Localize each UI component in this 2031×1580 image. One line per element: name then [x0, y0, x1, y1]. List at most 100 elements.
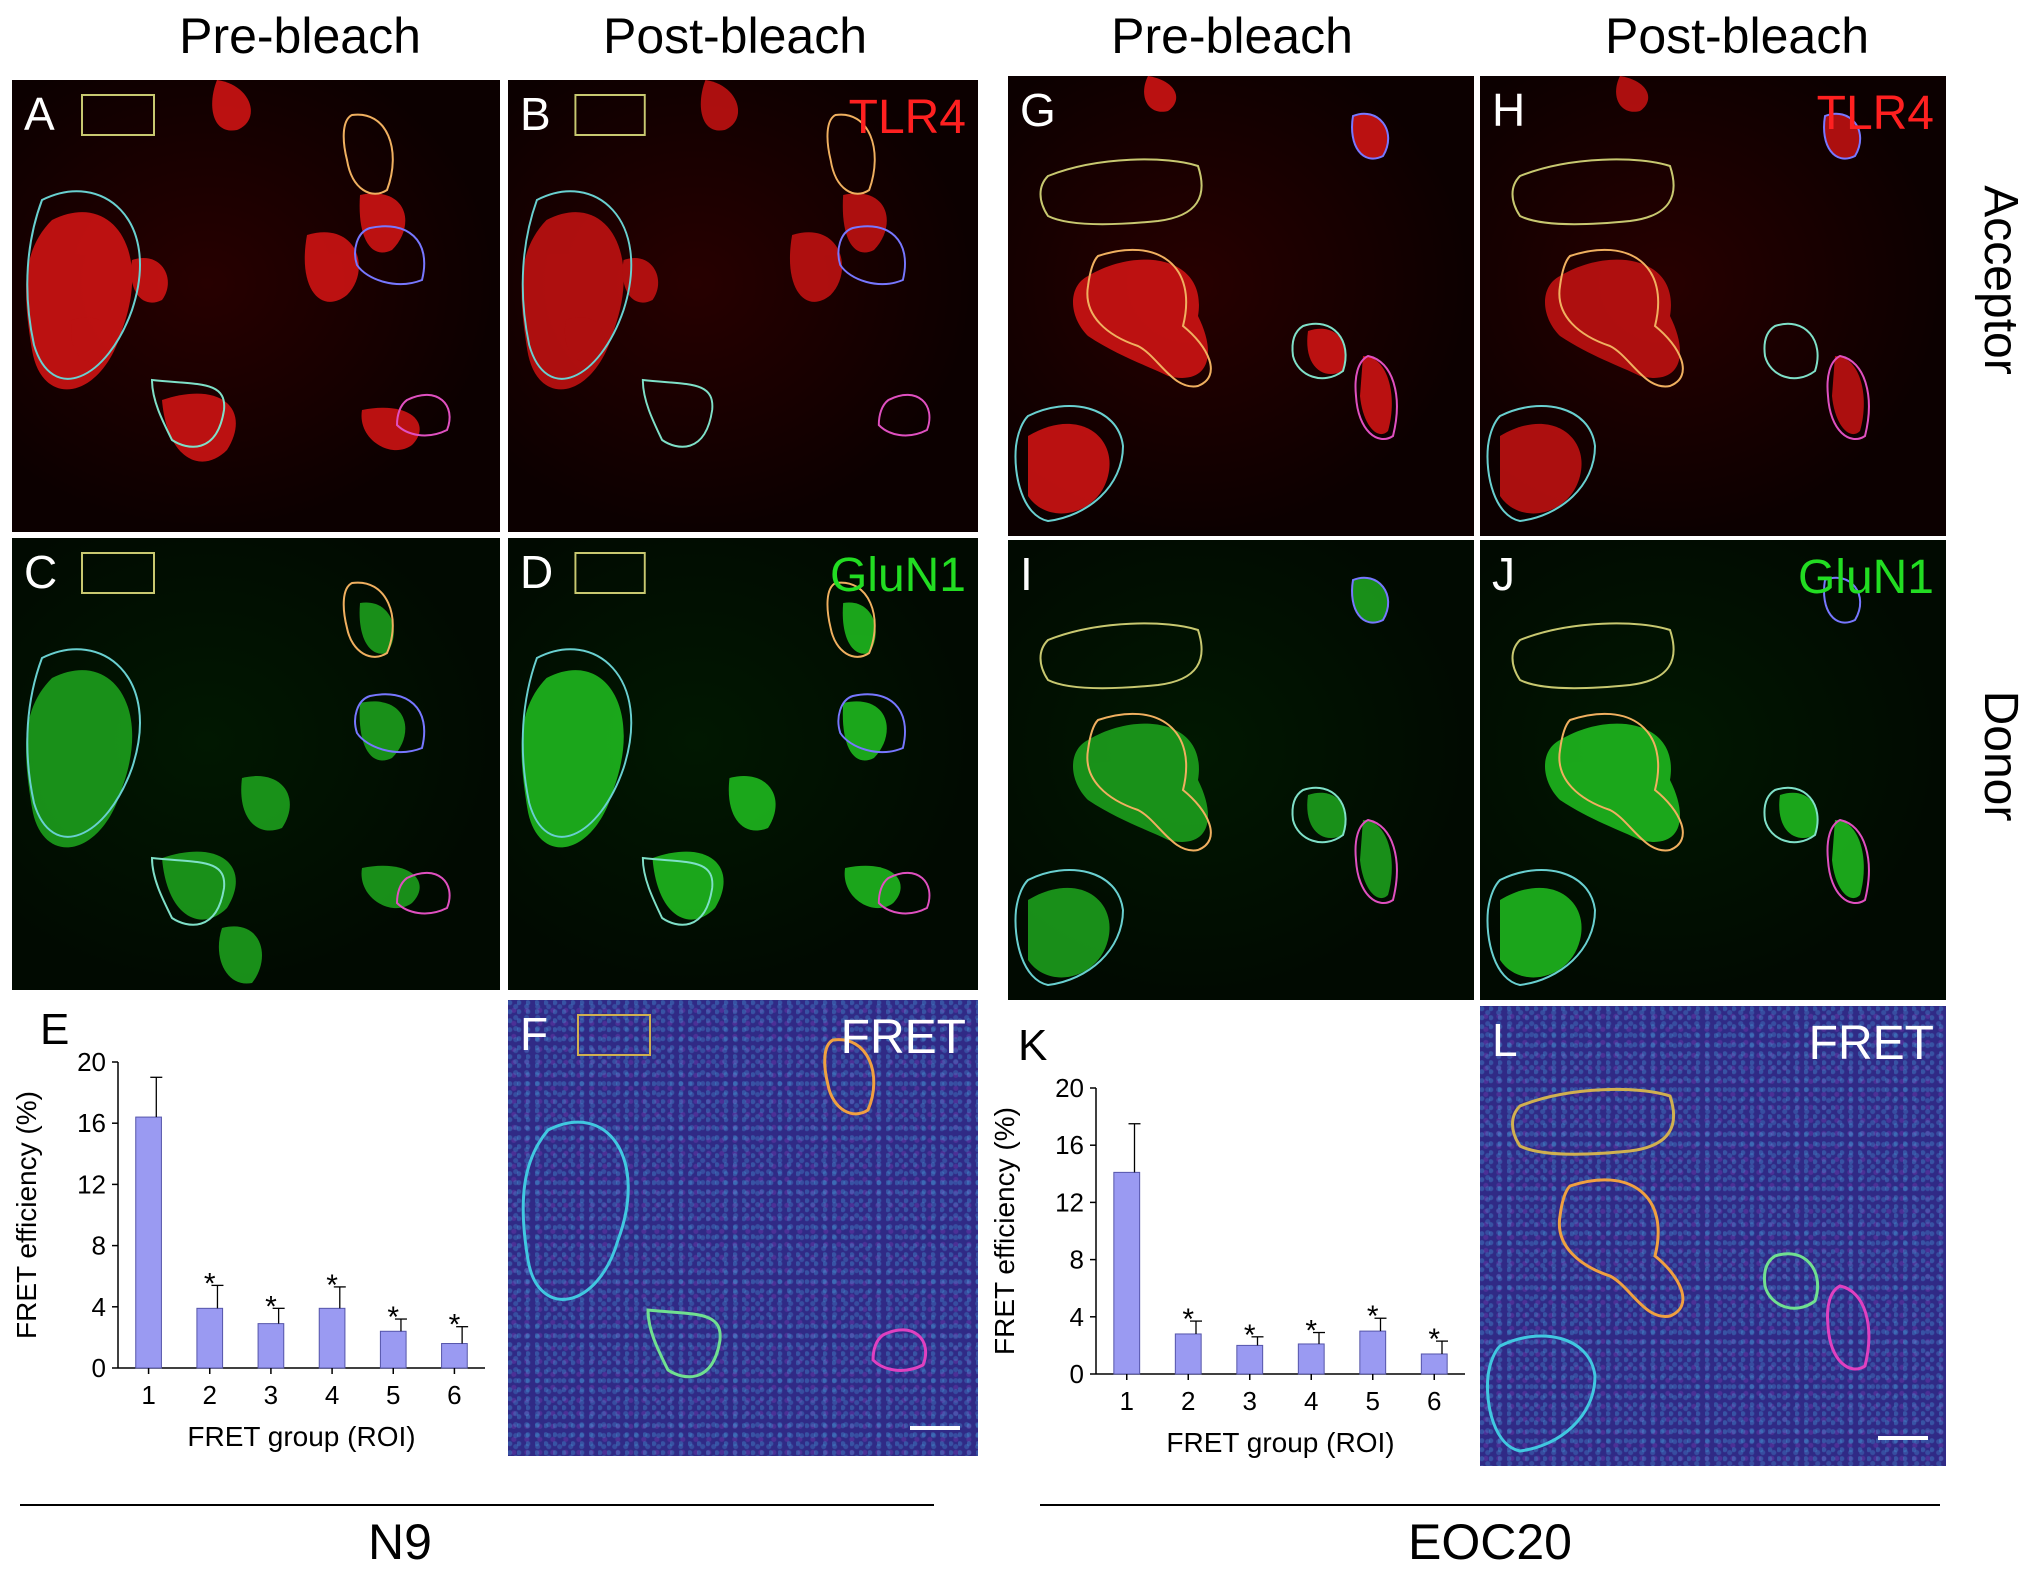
y-tick-label: 8 [1070, 1245, 1084, 1275]
significance-marker: * [326, 1269, 338, 1302]
panel-b-acceptor-post-bleach: B TLR4 [508, 80, 978, 532]
channel-tag-tlr4: TLR4 [848, 91, 966, 144]
row-label-donor: Donor [1974, 690, 2027, 822]
tlr4-micrograph [1480, 76, 1946, 536]
panel-letter-a: A [24, 88, 55, 140]
scale-bar [1878, 1436, 1928, 1440]
y-tick-label: 12 [77, 1169, 106, 1199]
glun1-micrograph [1480, 540, 1946, 1000]
y-tick-label: 4 [1070, 1302, 1084, 1332]
x-axis-title: FRET group (ROI) [1166, 1427, 1394, 1458]
panel-c-donor-pre-bleach: C [12, 538, 500, 990]
bar [1420, 1353, 1448, 1375]
chart-e-fret-efficiency-n9: E 0 4 8 12 16 20 1 * 2 * 3 * 4 * 5 * 6 FRET group (ROI) FRE… [11, 1005, 485, 1452]
scale-bar [910, 1426, 960, 1430]
bar [379, 1330, 407, 1369]
y-tick-label: 16 [77, 1108, 106, 1138]
group-line-n9 [20, 1504, 934, 1506]
y-tick-label: 12 [1055, 1187, 1084, 1217]
significance-marker: * [387, 1301, 399, 1334]
panel-h-acceptor-post-bleach: H TLR4 [1480, 76, 1946, 536]
y-tick-label: 20 [77, 1047, 106, 1077]
x-tick-label: 3 [264, 1380, 278, 1410]
panel-letter-i: I [1020, 548, 1033, 600]
panel-g-acceptor-pre-bleach: G [1008, 76, 1474, 536]
x-tick-label: 4 [325, 1380, 339, 1410]
bar [441, 1343, 468, 1369]
fret-map [1480, 1006, 1946, 1466]
panel-l-fret: L FRET [1480, 1006, 1946, 1466]
panel-letter: K [1018, 1021, 1047, 1070]
column-title-pre-bleach-n9: Pre-bleach [179, 8, 421, 64]
chart-k-fret-efficiency-eoc20: K 0 4 8 12 16 20 1 * 2 * 3 * 4 * 5 * 6 FRET group (ROI) FRE… [990, 1021, 1465, 1458]
significance-marker: * [1428, 1323, 1440, 1356]
tlr4-micrograph [508, 80, 978, 532]
significance-marker: * [449, 1309, 461, 1342]
x-tick-label: 3 [1243, 1386, 1257, 1416]
panel-a-acceptor-pre-bleach: A [12, 80, 500, 532]
significance-marker: * [1244, 1319, 1256, 1352]
x-tick-label: 4 [1304, 1386, 1318, 1416]
panel-letter-c: C [24, 546, 58, 598]
x-tick-label: 5 [386, 1380, 400, 1410]
tlr4-micrograph [1008, 76, 1474, 536]
x-tick-label: 5 [1366, 1386, 1380, 1416]
glun1-micrograph [12, 538, 500, 990]
significance-marker: * [265, 1290, 277, 1323]
x-tick-label: 1 [141, 1380, 155, 1410]
tlr4-micrograph [12, 80, 500, 532]
glun1-micrograph [508, 538, 978, 990]
row-label-acceptor: Acceptor [1974, 185, 2027, 375]
x-tick-label: 1 [1120, 1386, 1134, 1416]
panel-letter-b: B [520, 88, 551, 140]
y-axis-title: FRET efficiency (%) [990, 1107, 1020, 1355]
y-tick-label: 0 [92, 1353, 106, 1383]
column-title-post-bleach-n9: Post-bleach [602, 8, 868, 64]
y-tick-label: 16 [1055, 1130, 1084, 1160]
panel-letter-d: D [520, 546, 554, 598]
bar [135, 1116, 162, 1369]
bar [196, 1307, 224, 1369]
x-tick-label: 2 [1181, 1386, 1195, 1416]
bar [1174, 1333, 1202, 1375]
column-title-pre-bleach-eoc20: Pre-bleach [1111, 8, 1353, 64]
y-tick-label: 4 [92, 1292, 106, 1322]
panel-letter-f: F [520, 1008, 549, 1060]
significance-marker: * [1367, 1300, 1379, 1333]
channel-tag-fret: FRET [1808, 1017, 1934, 1070]
bar [1113, 1171, 1141, 1375]
panel-j-donor-post-bleach: J GluN1 [1480, 540, 1946, 1000]
y-tick-label: 0 [1070, 1359, 1084, 1389]
panel-f-fret: F FRET [508, 1000, 978, 1456]
bar [1359, 1330, 1387, 1375]
panel-letter: E [40, 1005, 69, 1054]
y-axis-title: FRET efficiency (%) [11, 1091, 42, 1339]
x-tick-label: 6 [447, 1380, 461, 1410]
glun1-micrograph [1008, 540, 1474, 1000]
channel-tag-fret: FRET [840, 1011, 966, 1064]
panel-letter-l: L [1492, 1014, 1518, 1066]
x-tick-label: 2 [203, 1380, 217, 1410]
panel-letter-h: H [1492, 84, 1526, 136]
panel-i-donor-pre-bleach: I [1008, 540, 1474, 1000]
significance-marker: * [1305, 1315, 1317, 1348]
y-tick-label: 20 [1055, 1073, 1084, 1103]
x-tick-label: 6 [1427, 1386, 1441, 1416]
group-line-eoc20 [1040, 1504, 1940, 1506]
x-axis-title: FRET group (ROI) [187, 1421, 415, 1452]
group-label-eoc20: EOC20 [1408, 1514, 1572, 1570]
channel-tag-glun1: GluN1 [1797, 551, 1934, 604]
channel-tag-glun1: GluN1 [829, 549, 966, 602]
fret-map [508, 1000, 978, 1456]
bar [1297, 1343, 1325, 1375]
channel-tag-tlr4: TLR4 [1816, 87, 1934, 140]
panel-letter-j: J [1492, 548, 1515, 600]
panel-letter-g: G [1020, 84, 1056, 136]
column-title-post-bleach-eoc20: Post-bleach [1604, 8, 1870, 64]
panel-d-donor-post-bleach: D GluN1 [508, 538, 978, 990]
bar [257, 1323, 285, 1369]
significance-marker: * [204, 1267, 216, 1300]
significance-marker: * [1182, 1303, 1194, 1336]
bar [1236, 1344, 1264, 1375]
y-tick-label: 8 [92, 1231, 106, 1261]
